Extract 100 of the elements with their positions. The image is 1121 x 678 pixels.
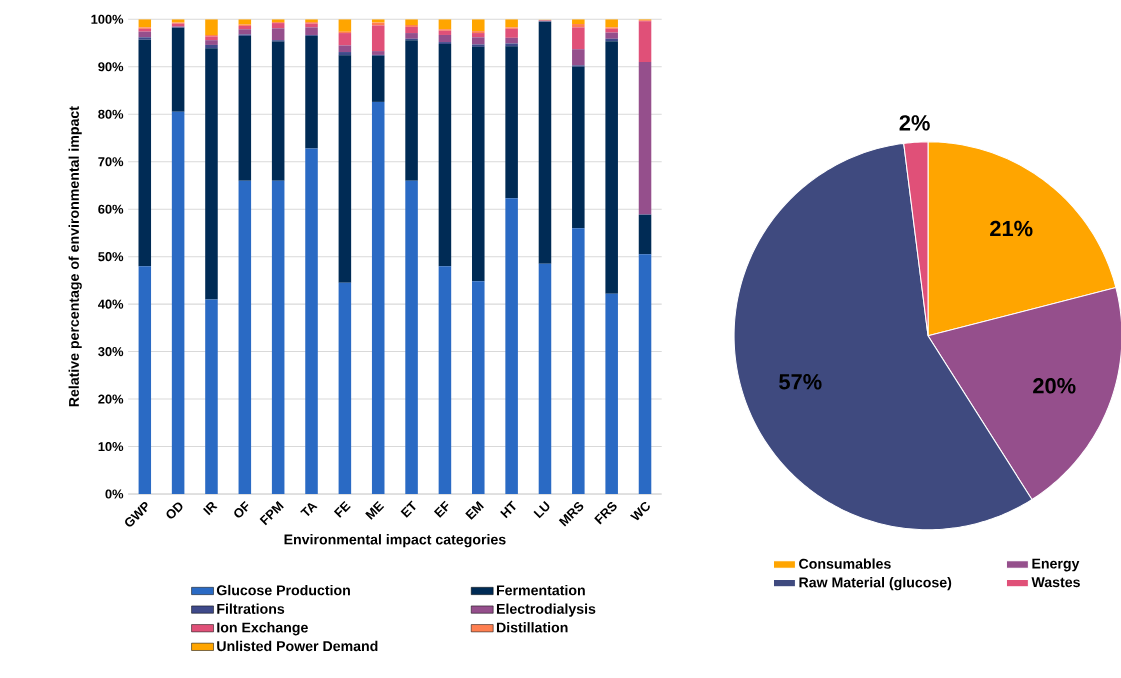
bar [438,266,452,494]
bar [338,19,352,32]
data-label: 21% [990,220,1033,237]
x-tick-label: EM [465,500,484,520]
x-tick-label: WC [629,501,650,521]
bar [605,32,618,39]
legend-label: Ion Exchange [217,621,308,636]
bar [238,180,252,494]
bar [205,44,218,49]
bar [638,21,652,62]
bar [405,40,418,181]
bar [238,29,252,35]
x-tick-label: HT [500,500,516,519]
bar [271,28,285,41]
legend-label: Unlisted Power Demand [217,640,378,651]
y-tick-label: 60% [98,204,124,214]
x-axis-title: Environmental impact categories [284,533,506,548]
bar [171,27,185,112]
bar [472,37,485,45]
bar [138,39,152,266]
bar [605,28,618,33]
y-tick-label: 90% [98,62,124,72]
bar [205,299,218,494]
bar [405,180,418,494]
bar [505,19,518,28]
bar [271,41,285,181]
bar [205,48,218,300]
data-label: 2% [899,114,930,131]
y-tick-label: 40% [98,299,124,309]
x-tick-label: IR [202,501,218,516]
bar [338,55,352,283]
bar [138,37,152,40]
bar [438,43,452,266]
bar [271,180,285,494]
bar [605,293,618,494]
legend-label: Distillation [496,621,568,633]
y-tick-label: 50% [98,251,124,262]
legend-label: Wastes [1031,577,1080,588]
bar [171,111,185,494]
bar [305,148,318,494]
bar [371,101,385,494]
y-axis-title: Relative percentage of environmental impact [68,106,82,407]
legend-label: Fermentation [496,584,585,596]
legend-label: Energy [1032,558,1080,572]
y-tick-label: 20% [98,394,124,404]
y-tick-label: 70% [98,157,124,167]
bar [472,19,485,31]
bar [638,214,652,255]
y-tick-label: 80% [98,109,124,119]
legend-label: Electrodialysis [496,603,596,617]
bar [538,21,552,264]
x-tick-label: EF [433,500,449,518]
bar [371,55,385,102]
legend-label: Glucose Production [216,584,350,596]
bar [472,281,485,494]
bar [438,34,452,42]
bar [405,32,418,39]
bar [305,27,318,35]
legend-label: Consumables [799,558,891,569]
bar [505,28,518,38]
bar [205,36,218,41]
bar [238,19,252,25]
bar [371,50,385,55]
bar [572,27,585,50]
bar [305,35,318,149]
bar [572,66,585,229]
bar [338,32,352,46]
bar [638,61,652,215]
bar [138,266,152,494]
x-tick-label: OD [166,502,183,519]
bar [505,198,518,494]
y-tick-label: 30% [98,346,124,357]
bar [338,45,352,52]
legend-label: Raw Material (glucose) [799,576,952,591]
bar [205,40,218,45]
bar [338,282,352,494]
data-label: 20% [1033,377,1076,394]
bar [605,40,618,294]
x-tick-label: FE [333,500,351,518]
bar [572,23,585,28]
x-tick-label: LU [533,500,550,519]
x-tick-label: ET [400,500,416,518]
bar [572,49,585,66]
x-tick-label: ME [365,500,385,520]
bar [472,46,485,282]
bar [271,22,285,29]
bar [572,228,585,494]
bar [638,254,652,494]
bar [505,37,518,44]
bar [205,19,218,35]
x-tick-label: TA [300,502,318,516]
bar [405,19,418,25]
legend-label: Filtrations [217,603,285,614]
bar [538,263,552,494]
y-tick-label: 0% [105,489,124,499]
y-tick-label: 100% [91,14,124,24]
y-tick-label: 10% [98,441,124,451]
x-tick-label: OF [234,500,249,518]
bar [371,25,385,51]
data-label: 57% [779,373,822,390]
